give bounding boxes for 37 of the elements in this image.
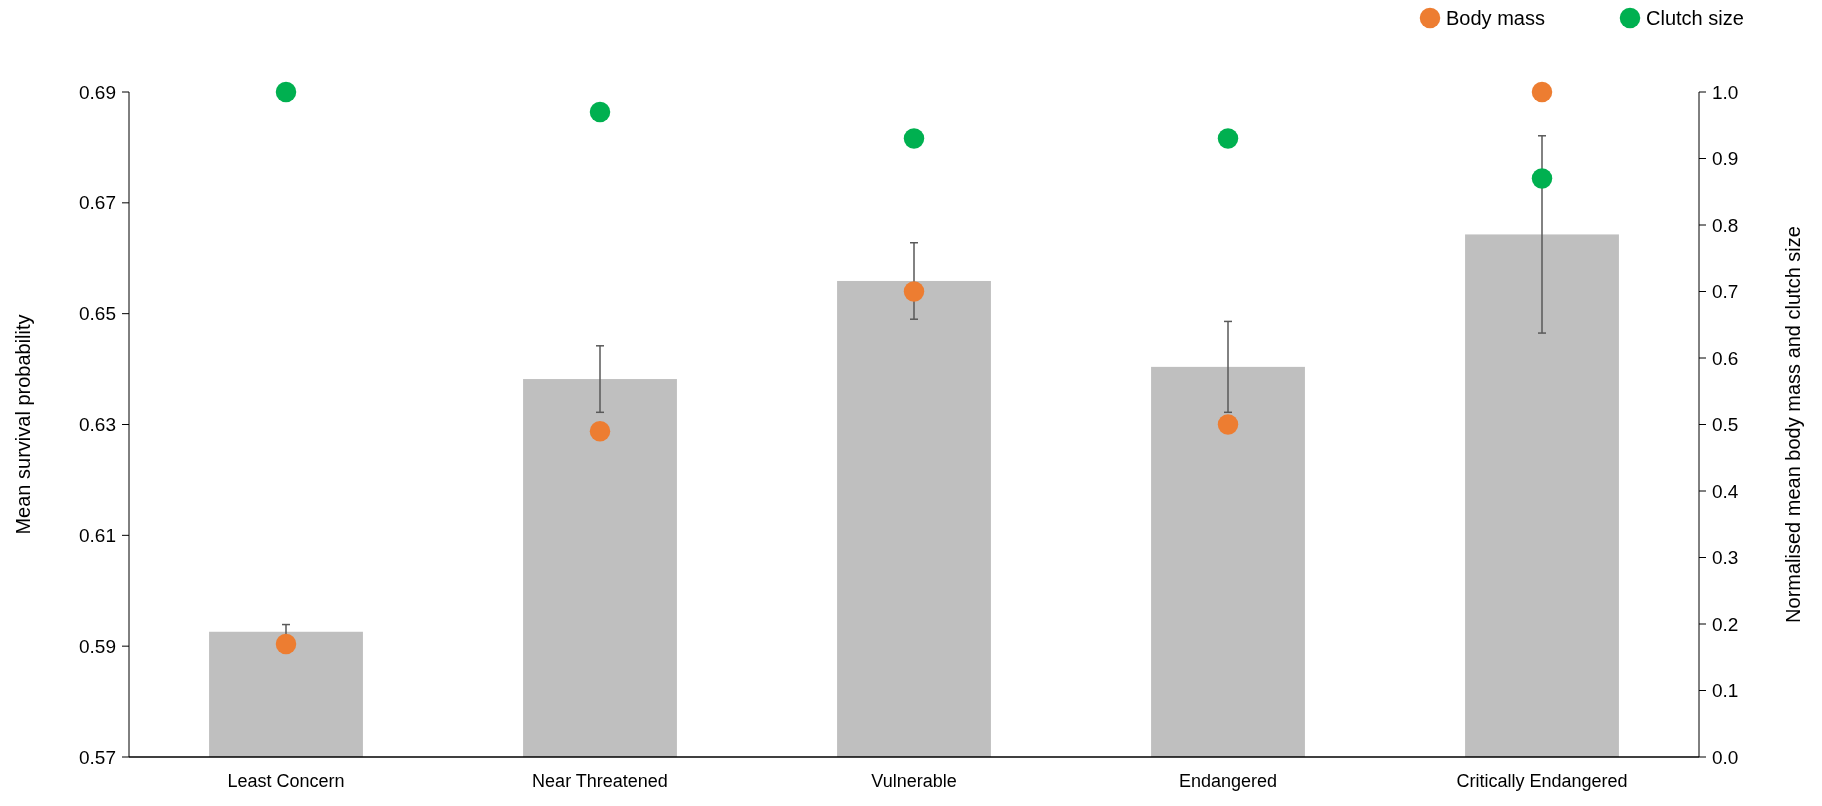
point <box>1217 414 1239 435</box>
y-tick-label: 0.57 <box>79 746 116 768</box>
y-tick-label: 0.63 <box>79 414 116 436</box>
point <box>275 81 297 103</box>
y2-tick-label: 0.4 <box>1712 480 1739 502</box>
y2-axis-title: Normalised mean body mass and clutch size <box>1782 226 1804 623</box>
x-tick-label: Vulnerable <box>871 771 957 791</box>
point <box>903 281 925 302</box>
y-tick-label: 0.59 <box>79 635 116 657</box>
y2-tick-label: 0.8 <box>1712 214 1739 236</box>
point <box>589 420 611 442</box>
y-tick-label: 0.67 <box>79 192 116 214</box>
point <box>1217 128 1239 149</box>
y-tick-label: 0.69 <box>79 81 116 103</box>
point <box>1531 168 1553 189</box>
point <box>1531 81 1553 103</box>
point <box>275 633 297 655</box>
y2-tick-label: 0.7 <box>1712 281 1739 303</box>
y2-tick-label: 0.1 <box>1712 680 1739 702</box>
y-tick-label: 0.65 <box>79 303 116 325</box>
y2-tick-label: 0.2 <box>1712 613 1739 635</box>
y2-tick-label: 0.9 <box>1712 148 1739 170</box>
y-tick-label: 0.61 <box>79 524 116 546</box>
legend-label: Body mass <box>1446 7 1545 29</box>
point <box>903 128 925 149</box>
y2-tick-label: 1.0 <box>1712 81 1739 103</box>
x-tick-label: Endangered <box>1178 771 1278 791</box>
y2-tick-label: 0.6 <box>1712 347 1739 369</box>
x-tick-label: Near Threatened <box>532 771 668 791</box>
y-axis-title: Mean survival probability <box>12 314 34 535</box>
legend-label: Clutch size <box>1646 7 1744 29</box>
y2-tick-label: 0.0 <box>1712 746 1739 768</box>
point <box>589 101 611 123</box>
y2-tick-label: 0.5 <box>1712 414 1739 436</box>
x-tick-label: Critically Endangered <box>1456 771 1628 791</box>
y2-tick-label: 0.3 <box>1712 547 1739 569</box>
x-tick-label: Least Concern <box>227 771 345 791</box>
